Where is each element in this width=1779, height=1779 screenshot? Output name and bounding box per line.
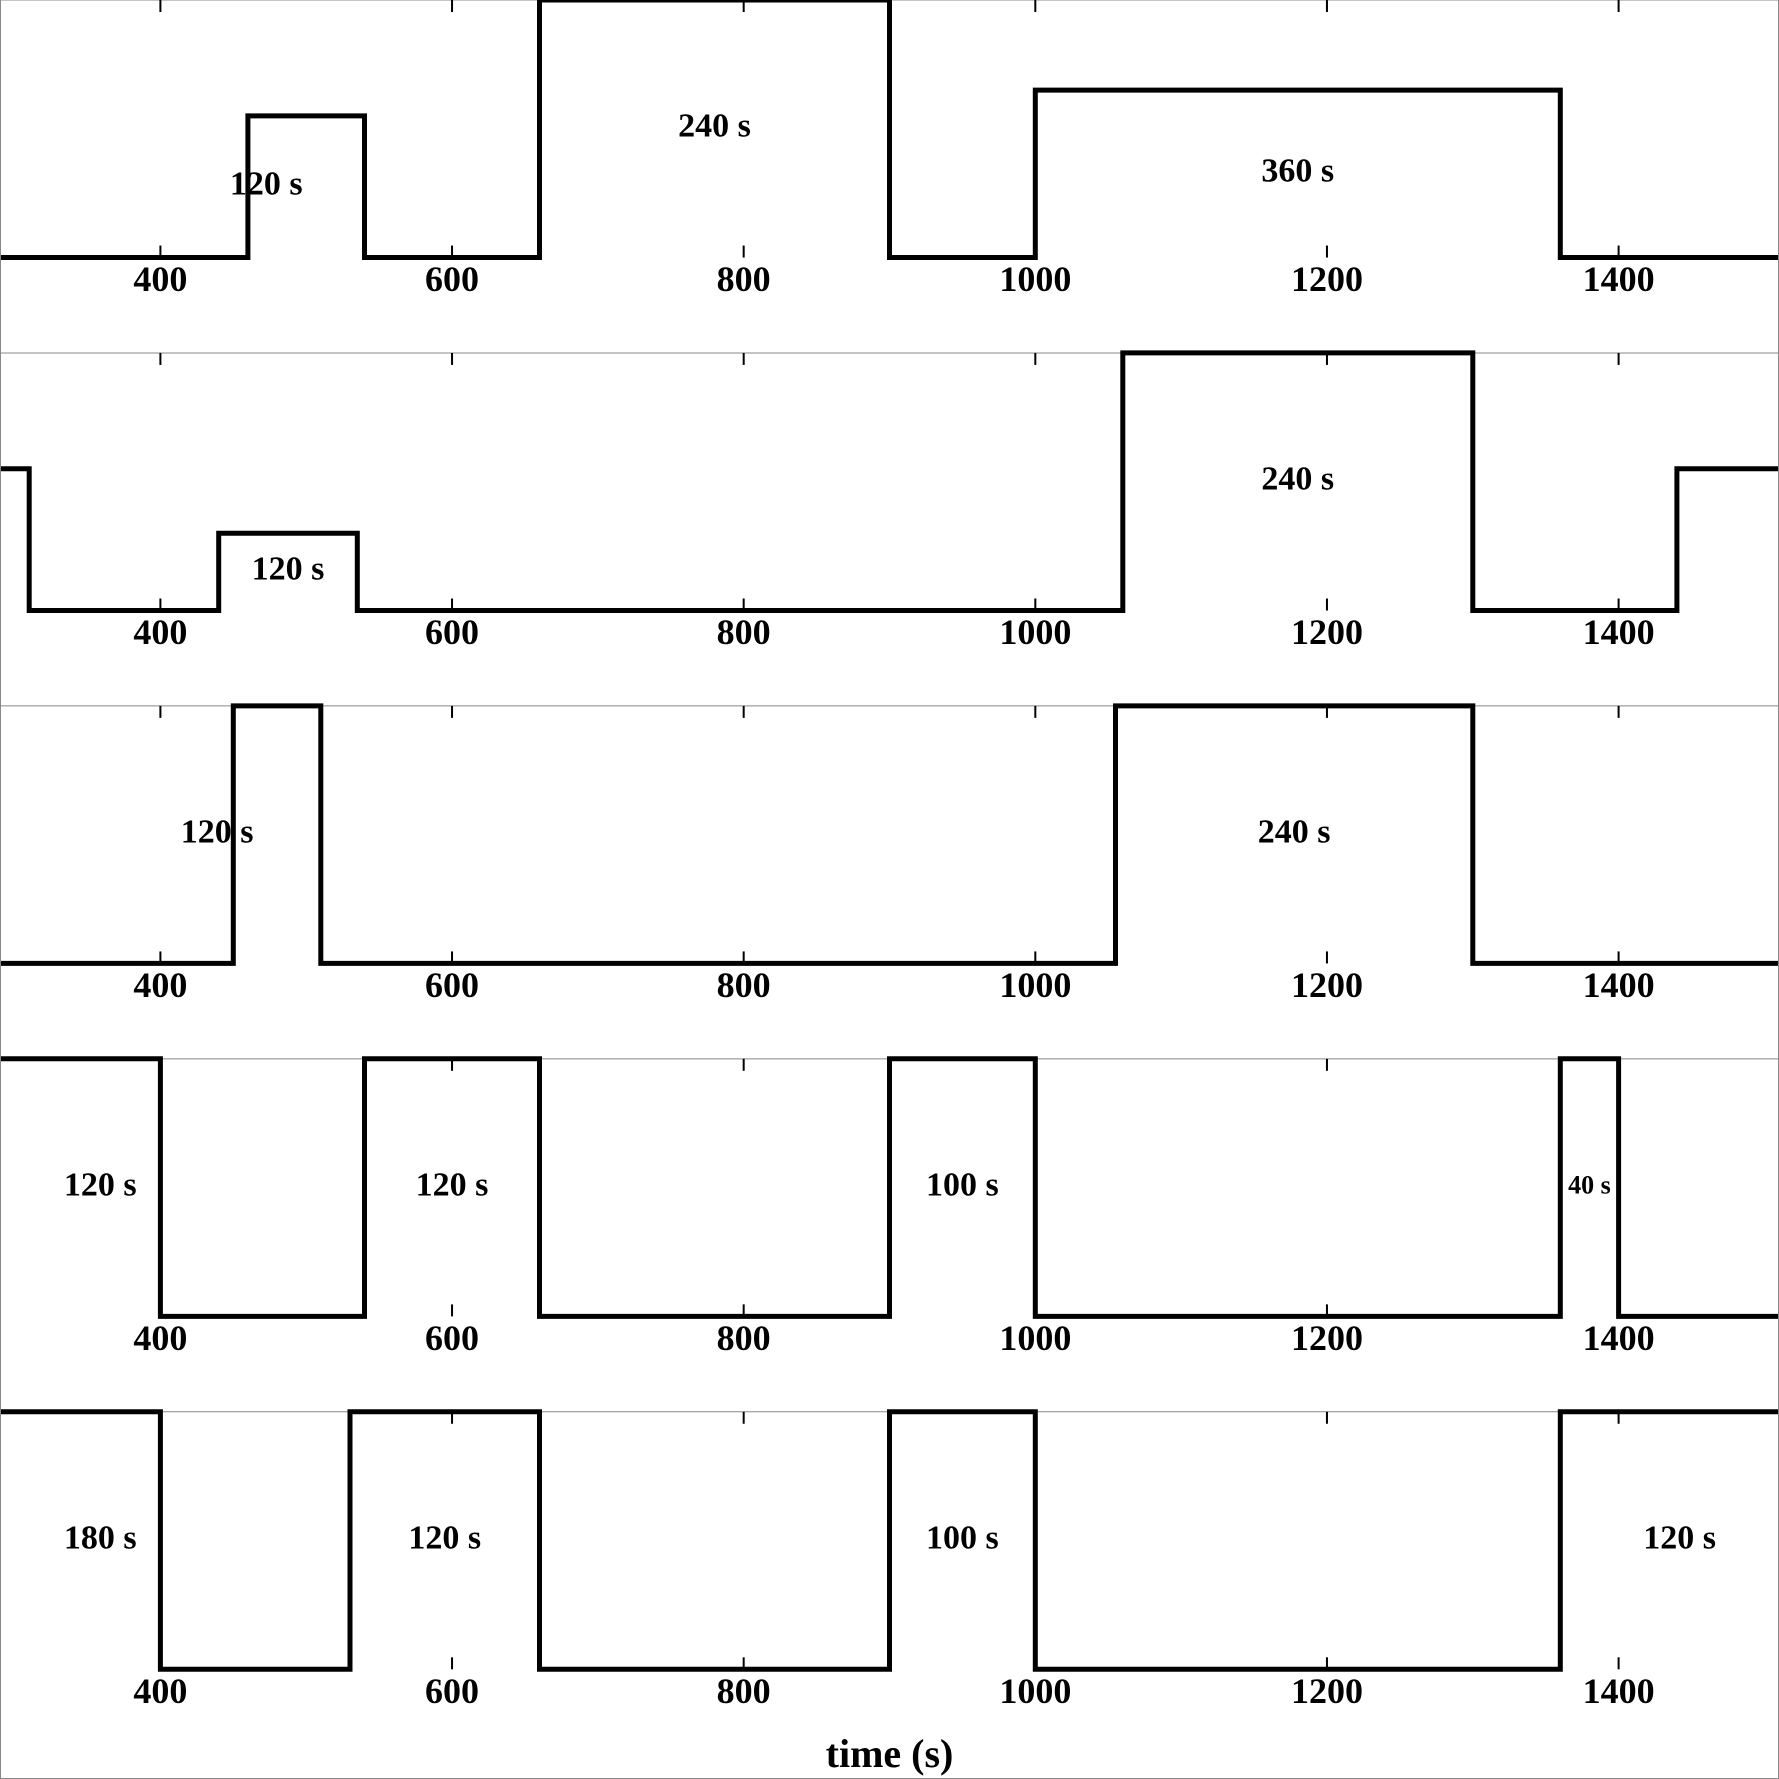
x-tick-label: 600 xyxy=(425,259,479,299)
x-tick-label: 800 xyxy=(717,612,771,652)
panel-1: 120 s 240 s 360 s 400 600 800 1000 1200 1400 xyxy=(0,0,1779,299)
x-tick-label: 400 xyxy=(133,1671,187,1711)
panel-4: 120 s 120 s 100 s 40 s 400 600 800 1000 1200 1400 xyxy=(0,1059,1779,1358)
pulse-duration-label: 100 s xyxy=(926,1519,999,1556)
pulse-duration-label: 120 s xyxy=(230,166,303,203)
x-tick-label: 1400 xyxy=(1583,1318,1655,1358)
x-tick-label: 1400 xyxy=(1583,965,1655,1005)
x-tick-label: 600 xyxy=(425,1671,479,1711)
x-tick-label: 800 xyxy=(717,259,771,299)
x-tick-label: 800 xyxy=(717,1671,771,1711)
x-tick-label: 1000 xyxy=(999,612,1071,652)
x-tick-label: 800 xyxy=(717,1318,771,1358)
pulse-duration-label: 120 s xyxy=(408,1519,481,1556)
pulse-duration-label: 240 s xyxy=(1261,461,1334,498)
x-tick-label: 600 xyxy=(425,612,479,652)
x-tick-label: 1200 xyxy=(1291,612,1363,652)
x-tick-label: 600 xyxy=(425,1318,479,1358)
panel-5: 180 s 120 s 100 s 120 s 400 600 800 1000 1200 140… xyxy=(0,1412,1779,1711)
pulse-duration-label: 120 s xyxy=(416,1166,489,1203)
x-axis-title: time (s) xyxy=(826,1731,954,1776)
pulse-trace-4 xyxy=(0,1059,1779,1317)
x-tick-label: 1000 xyxy=(999,1671,1071,1711)
pulse-timeline-chart: 120 s240 s360 s400600800100012001400120 … xyxy=(0,0,1779,1779)
x-tick-label: 1000 xyxy=(999,1318,1071,1358)
chart-svg: 120 s240 s360 s400600800100012001400120 … xyxy=(0,0,1779,1779)
x-tick-label: 1200 xyxy=(1291,965,1363,1005)
pulse-trace-5 xyxy=(0,1412,1779,1670)
pulse-duration-label: 180 s xyxy=(64,1519,137,1556)
x-tick-label: 400 xyxy=(133,259,187,299)
x-tick-label: 1200 xyxy=(1291,259,1363,299)
panel-3: 120 s 240 s 400 600 800 1000 1200 1400 xyxy=(0,706,1779,1005)
pulse-duration-label: 100 s xyxy=(926,1166,999,1203)
x-tick-label: 1400 xyxy=(1583,612,1655,652)
x-tick-label: 400 xyxy=(133,1318,187,1358)
pulse-duration-label: 120 s xyxy=(252,551,325,588)
pulse-trace-3 xyxy=(0,706,1779,964)
x-tick-label: 600 xyxy=(425,965,479,1005)
pulse-duration-label: 120 s xyxy=(1643,1519,1716,1556)
x-tick-label: 1200 xyxy=(1291,1671,1363,1711)
pulse-duration-label: 240 s xyxy=(678,108,751,145)
pulse-duration-label: 120 s xyxy=(64,1166,137,1203)
x-tick-label: 1400 xyxy=(1583,1671,1655,1711)
pulse-duration-label: 120 s xyxy=(181,813,254,850)
panel-2: 120 s 240 s 400 600 800 1000 1200 1400 xyxy=(0,353,1779,652)
pulse-trace-1 xyxy=(0,0,1779,258)
pulse-duration-label: 40 s xyxy=(1568,1171,1611,1200)
pulse-duration-label: 240 s xyxy=(1258,813,1331,850)
x-tick-label: 1000 xyxy=(999,965,1071,1005)
x-tick-label: 1000 xyxy=(999,259,1071,299)
x-tick-label: 1200 xyxy=(1291,1318,1363,1358)
x-tick-label: 1400 xyxy=(1583,259,1655,299)
x-tick-label: 400 xyxy=(133,612,187,652)
pulse-duration-label: 360 s xyxy=(1261,153,1334,190)
x-tick-label: 800 xyxy=(717,965,771,1005)
x-tick-label: 400 xyxy=(133,965,187,1005)
